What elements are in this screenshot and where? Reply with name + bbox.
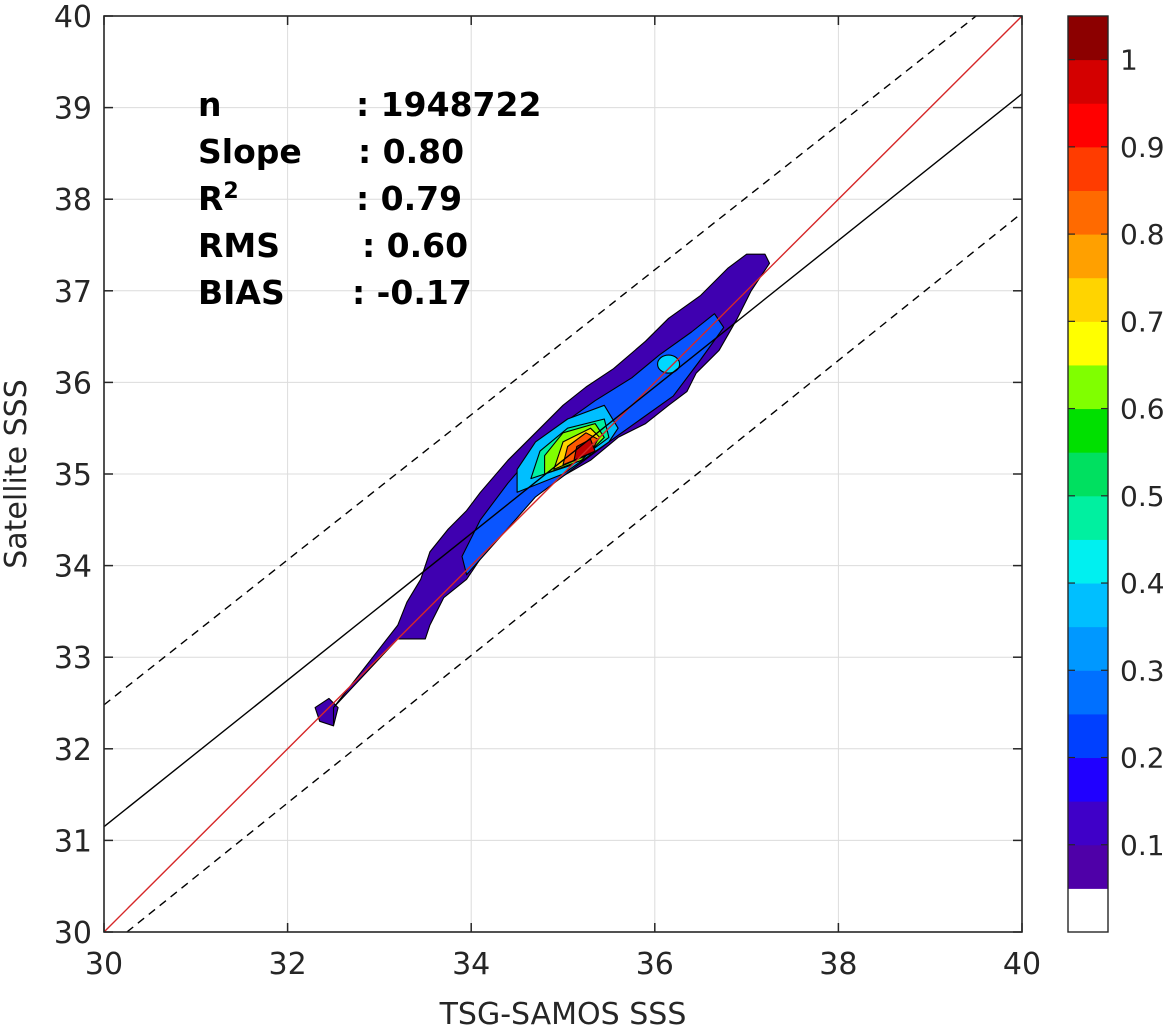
x-tick-label: 34 — [452, 947, 490, 982]
stat-value: : -0.17 — [352, 273, 472, 312]
colorbar-segment — [1068, 364, 1108, 410]
y-tick-label: 35 — [54, 458, 92, 493]
colorbar-tick-label: 0.1 — [1120, 829, 1165, 862]
reference-line — [126, 212, 1022, 932]
colorbar-tick-label: 0.6 — [1120, 393, 1165, 426]
stat-key: Slope — [198, 132, 302, 171]
colorbar-tick-label: 0.2 — [1120, 742, 1165, 775]
colorbar: 0.1 0.2 0.3 0.4 0.5 0.6 0.7 0.8 0.9 1 — [1067, 15, 1165, 933]
colorbar-segment — [1068, 713, 1108, 759]
colorbar-segment — [1068, 234, 1108, 279]
y-tick-label: 40 — [54, 0, 92, 35]
reference-lines — [104, 16, 1022, 932]
reference-line — [104, 16, 1022, 932]
y-tick-label: 33 — [54, 641, 92, 676]
colorbar-tick-label: 0.3 — [1120, 654, 1165, 687]
colorbar-segment — [1068, 59, 1108, 104]
x-tick-label: 40 — [1003, 947, 1041, 982]
x-tick-label: 36 — [636, 947, 674, 982]
colorbar-frame — [1067, 15, 1109, 933]
colorbar-tick-label: 0.7 — [1120, 305, 1165, 338]
stat-key: n — [198, 85, 222, 124]
y-tick-label: 31 — [54, 824, 92, 859]
colorbar-segment — [1068, 670, 1108, 715]
colorbar-segment — [1068, 103, 1108, 148]
x-tick-label: 32 — [269, 947, 307, 982]
colorbar-segment — [1068, 888, 1108, 933]
colorbar-segment — [1068, 757, 1108, 802]
y-tick-label: 38 — [54, 183, 92, 218]
stat-key: RMS — [198, 226, 280, 265]
stat-key: BIAS — [198, 273, 285, 312]
reference-line — [104, 93, 1022, 828]
x-tick-label: 38 — [819, 947, 857, 982]
colorbar-tick-label: 0.4 — [1120, 567, 1165, 600]
x-axis-label: TSG-SAMOS SSS — [439, 997, 687, 1028]
colorbar-segment — [1068, 583, 1108, 628]
stat-value: : 0.79 — [356, 179, 462, 218]
stat-value: : 0.80 — [358, 132, 464, 171]
colorbar-segment — [1068, 626, 1108, 671]
colorbar-segment — [1068, 844, 1108, 889]
colorbar-segment — [1068, 190, 1108, 235]
stat-value: : 0.60 — [362, 226, 468, 265]
colorbar-segment — [1068, 539, 1108, 584]
y-tick-label: 30 — [54, 916, 92, 951]
stat-value: : 1948722 — [356, 85, 541, 124]
grid-lines — [104, 16, 1022, 932]
axis-ticks: 30 32 34 36 38 40 30 31 32 33 34 35 36 37 38 39 40 — [54, 0, 1041, 982]
stat-key-superscript: 2 — [223, 179, 238, 204]
colorbar-segment — [1068, 452, 1108, 497]
colorbar-segment — [1068, 495, 1108, 540]
colorbar-tick-label: 0.8 — [1120, 218, 1165, 251]
colorbar-segment — [1068, 277, 1108, 322]
secondary-density-blob — [657, 354, 681, 374]
colorbar-tick-label: 0.9 — [1120, 131, 1165, 164]
colorbar-tick-label: 0.5 — [1120, 480, 1165, 513]
colorbar-segment — [1068, 408, 1108, 453]
y-tick-label: 32 — [54, 733, 92, 768]
y-tick-label: 37 — [54, 275, 92, 310]
y-axis-label: Satellite SSS — [0, 379, 34, 569]
y-tick-label: 36 — [54, 366, 92, 401]
y-tick-label: 39 — [54, 92, 92, 127]
colorbar-segment — [1068, 16, 1108, 61]
colorbar-segment — [1068, 801, 1108, 846]
reference-line — [104, 16, 977, 706]
colorbar-segment — [1068, 146, 1108, 191]
y-tick-label: 34 — [54, 550, 92, 585]
colorbar-tick-label: 1 — [1120, 44, 1138, 77]
x-tick-label: 30 — [85, 947, 123, 982]
colorbar-segment — [1068, 321, 1108, 366]
